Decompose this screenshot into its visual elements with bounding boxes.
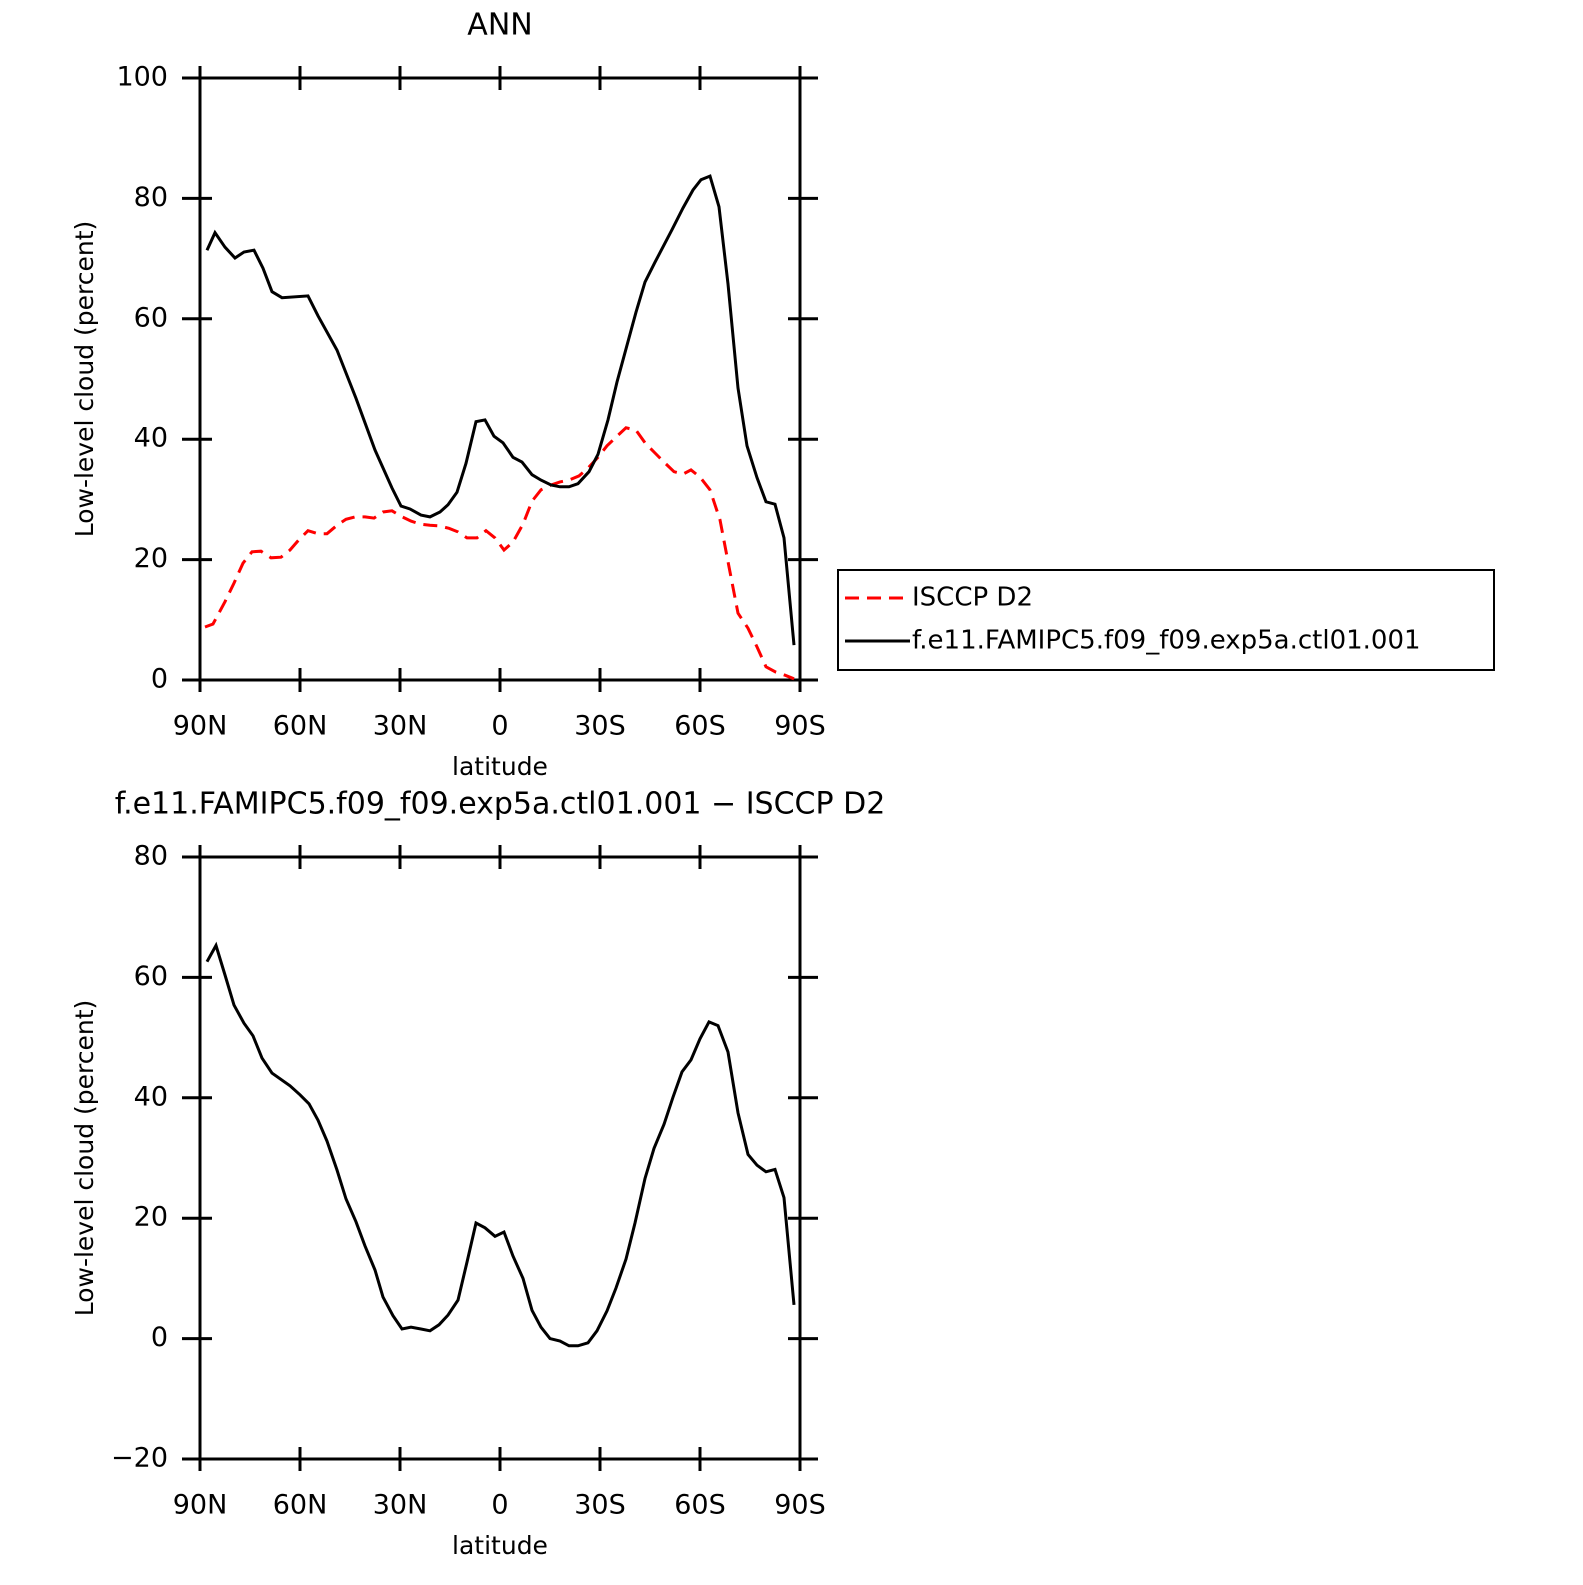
- x-axis-label: latitude: [452, 752, 548, 781]
- x-tick-label: 60S: [674, 711, 726, 742]
- y-tick-label: 40: [134, 423, 168, 454]
- y-tick-label: 0: [151, 664, 168, 695]
- x-tick-label: 30N: [373, 1490, 428, 1521]
- plot-frame: [198, 855, 802, 1461]
- x-tick-label: 60N: [273, 1490, 328, 1521]
- data-line: [204, 426, 795, 681]
- x-tick-label: 30N: [373, 711, 428, 742]
- x-axis-label: latitude: [452, 1531, 548, 1560]
- y-tick-label: 20: [134, 543, 168, 574]
- x-tick-label: 30S: [574, 711, 626, 742]
- y-tick-label: 60: [134, 302, 168, 333]
- y-axis-label: Low-level cloud (percent): [70, 1000, 99, 1317]
- y-tick-label: 100: [116, 62, 168, 93]
- x-tick-label: 60N: [273, 711, 328, 742]
- y-tick-label: 0: [151, 1322, 168, 1353]
- legend-label: ISCCP D2: [912, 583, 1033, 613]
- y-tick-label: −20: [111, 1443, 168, 1474]
- y-tick-label: 20: [134, 1202, 168, 1233]
- x-tick-label: 0: [491, 1490, 508, 1521]
- x-tick-label: 30S: [574, 1490, 626, 1521]
- data-line: [205, 174, 796, 646]
- x-tick-label: 90S: [774, 711, 826, 742]
- x-tick-label: 90N: [173, 1490, 228, 1521]
- legend-box: [837, 569, 1495, 671]
- chart-title: f.e11.FAMIPC5.f09_f09.exp5a.ctl01.001 − …: [115, 787, 886, 822]
- x-tick-label: 0: [491, 711, 508, 742]
- y-tick-label: 80: [134, 841, 168, 872]
- chart-title: ANN: [467, 8, 532, 43]
- y-axis-label: Low-level cloud (percent): [70, 221, 99, 538]
- data-line: [205, 941, 796, 1348]
- y-tick-label: 40: [134, 1081, 168, 1112]
- plot-frame: [198, 76, 802, 682]
- y-tick-label: 60: [134, 961, 168, 992]
- x-tick-label: 60S: [674, 1490, 726, 1521]
- y-tick-label: 80: [134, 182, 168, 213]
- x-tick-label: 90S: [774, 1490, 826, 1521]
- legend-label: f.e11.FAMIPC5.f09_f09.exp5a.ctl01.001: [912, 626, 1421, 656]
- x-tick-label: 90N: [173, 711, 228, 742]
